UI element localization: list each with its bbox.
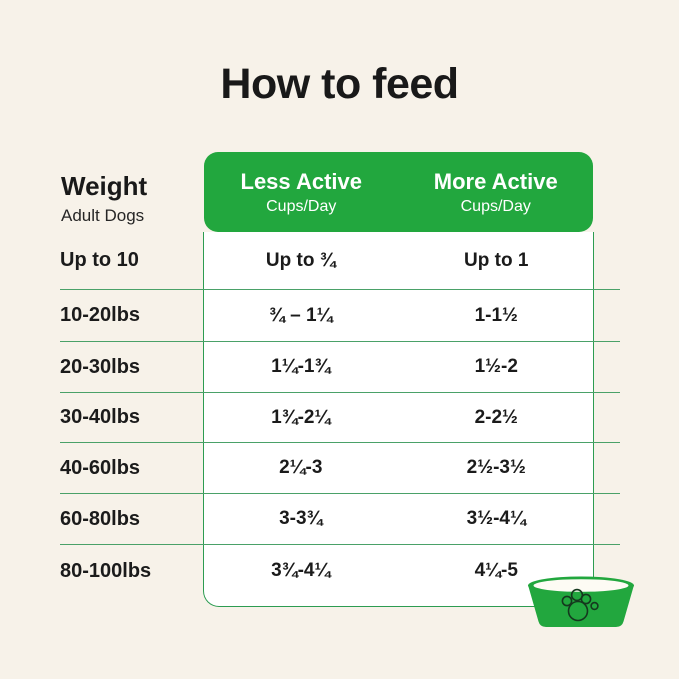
more-active-units: Cups/Day [460, 197, 531, 215]
table-row: 30-40lbs 1¾-2¼ 2-2½ [60, 393, 620, 443]
less-active-cell: 1¼-1¾ [271, 356, 331, 377]
less-active-label: Less Active [240, 168, 362, 194]
weight-cell: Up to 10 [60, 249, 139, 271]
less-active-cell: 1¾-2¼ [271, 406, 331, 428]
less-active-cell: Up to ¾ [265, 249, 336, 271]
table-row: 40-60lbs 2¼-3 2½-3½ [60, 443, 620, 494]
weight-cell: 60-80lbs [60, 507, 141, 530]
page-title: How to feed [220, 60, 459, 108]
more-active-cell: Up to 1 [464, 249, 529, 271]
table-row: 10-20lbs ¾ – 1¼ 1-1½ [60, 290, 620, 342]
bowl-body [528, 585, 634, 627]
less-active-cell: 3¾-4¼ [271, 560, 331, 581]
more-active-label: More Active [433, 168, 558, 194]
weight-cell: 80-100lbs [60, 559, 152, 582]
table-row: Up to 10 Up to ¾ Up to 1 [60, 232, 620, 290]
more-active-cell: 2-2½ [474, 406, 518, 428]
paw-print-icon [561, 588, 599, 622]
weight-cell: 40-60lbs [60, 456, 141, 479]
more-active-column-header: More Active Cups/Day [399, 152, 594, 232]
weight-cell: 20-30lbs [60, 355, 141, 378]
feeding-table: Up to 10 Up to ¾ Up to 1 10-20lbs ¾ – 1¼… [60, 232, 620, 607]
less-active-column-header: Less Active Cups/Day [204, 152, 399, 232]
weight-header-title: Weight [61, 171, 148, 201]
table-row: 60-80lbs 3-3¾ 3½-4¼ [60, 494, 620, 545]
dog-bowl-icon [528, 576, 634, 627]
more-active-cell: 2½-3½ [466, 457, 526, 478]
less-active-cell: 3-3¾ [279, 508, 323, 529]
weight-cell: 10-20lbs [60, 304, 141, 326]
more-active-cell: 3½-4¼ [466, 508, 526, 529]
less-active-units: Cups/Day [266, 197, 337, 215]
table-row: 20-30lbs 1¼-1¾ 1½-2 [60, 342, 620, 393]
weight-cell: 30-40lbs [60, 406, 141, 428]
activity-columns-header: Less Active Cups/Day More Active Cups/Da… [204, 152, 593, 232]
bowl-interior [533, 579, 629, 592]
more-active-cell: 4¼-5 [474, 560, 518, 581]
weight-column-header: Weight Adult Dogs [61, 171, 147, 226]
more-active-cell: 1½-2 [474, 356, 518, 377]
less-active-cell: ¾ – 1¼ [269, 304, 333, 326]
table-row: 80-100lbs 3¾-4¼ 4¼-5 [60, 545, 620, 607]
less-active-cell: 2¼-3 [279, 457, 323, 478]
more-active-cell: 1-1½ [474, 304, 518, 326]
weight-header-subtitle: Adult Dogs [61, 206, 145, 225]
